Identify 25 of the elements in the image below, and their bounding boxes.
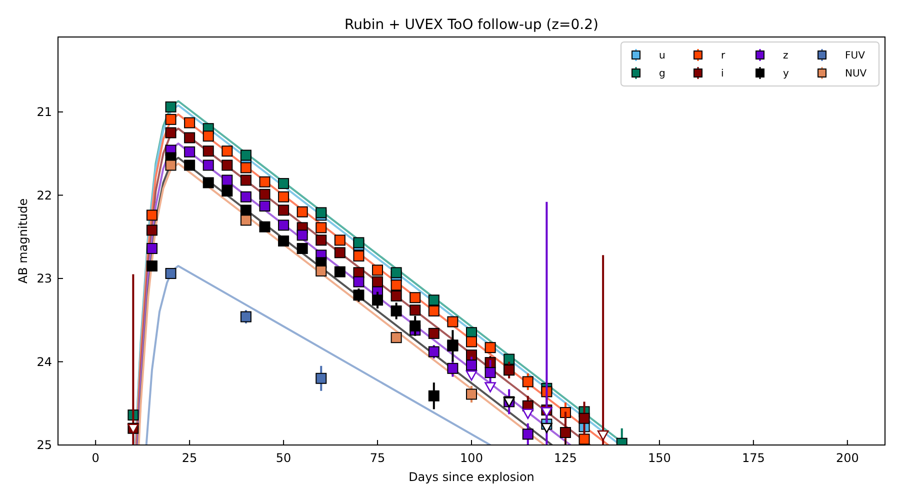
x-tick-label: 25 <box>182 451 198 465</box>
y-tick-label: 21 <box>36 105 52 120</box>
x-tick-label: 0 <box>92 451 100 465</box>
legend-label: FUV <box>845 50 866 62</box>
legend-label: g <box>659 68 666 80</box>
legend-label: u <box>659 50 666 62</box>
x-axis-title: Days since explosion <box>408 470 534 484</box>
x-tick-label: 75 <box>370 451 386 465</box>
legend-label: r <box>721 50 726 62</box>
y-tick-label: 22 <box>36 188 52 202</box>
y-tick-label: 25 <box>36 438 52 452</box>
chart-title: Rubin + UVEX ToO follow-up (z=0.2) <box>344 17 598 33</box>
x-tick-label: 175 <box>742 451 765 465</box>
legend-label: NUV <box>845 68 867 80</box>
x-tick-label: 100 <box>460 451 483 465</box>
x-tick-label: 150 <box>648 451 671 465</box>
legend-label: z <box>783 50 788 62</box>
y-tick-label: 23 <box>36 272 52 286</box>
x-tick-label: 50 <box>276 451 292 465</box>
x-tick-label: 125 <box>554 451 577 465</box>
legend-label: y <box>783 68 789 80</box>
y-axis-title: AB magnitude <box>16 198 30 284</box>
legend-label: i <box>721 68 724 80</box>
x-tick-label: 200 <box>836 451 859 465</box>
y-tick-label: 24 <box>36 354 52 369</box>
